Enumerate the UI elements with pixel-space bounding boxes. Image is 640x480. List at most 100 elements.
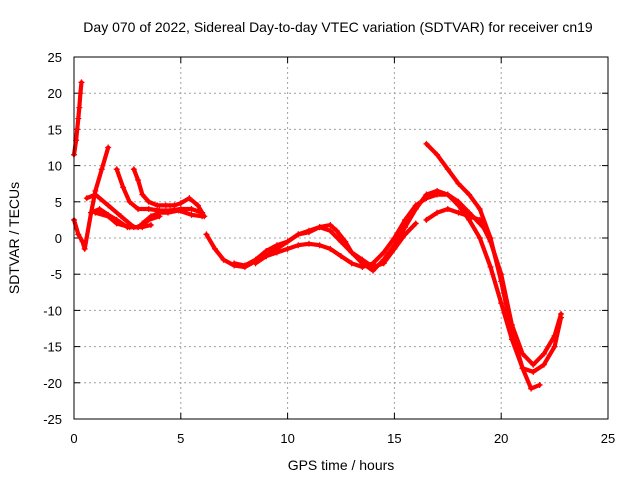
data-point-marker: [171, 202, 178, 209]
data-point-marker: [444, 206, 451, 213]
data-point-marker: [434, 187, 441, 194]
data-point-marker: [154, 202, 161, 209]
data-point-marker: [327, 245, 334, 252]
data-point-marker: [370, 263, 377, 270]
data-point-marker: [359, 256, 366, 263]
data-point-marker: [252, 260, 259, 267]
series-track-13: [423, 206, 565, 368]
data-point-marker: [78, 79, 85, 86]
data-point-marker: [498, 300, 505, 307]
data-point-marker: [76, 104, 83, 111]
series-trace: [114, 167, 205, 215]
data-point-marker: [139, 191, 146, 198]
data-point-marker: [540, 350, 547, 357]
data-point-marker: [199, 213, 206, 220]
y-tick-label: 5: [55, 195, 62, 210]
data-point-marker: [130, 166, 137, 173]
data-point-marker: [476, 235, 483, 241]
data-point-marker: [88, 209, 95, 216]
data-point-marker: [77, 90, 84, 97]
data-point-marker: [177, 200, 184, 207]
x-tick-label: 20: [494, 431, 508, 446]
data-point-marker: [476, 206, 483, 213]
data-point-marker: [412, 206, 419, 213]
data-point-marker: [105, 211, 112, 218]
data-point-marker: [423, 140, 430, 147]
data-point-marker: [551, 343, 558, 350]
y-axis-title: SDTVAR / TECUs: [6, 182, 22, 294]
data-point-marker: [241, 262, 248, 269]
data-point-marker: [476, 216, 483, 223]
series-track-11: [252, 220, 419, 270]
data-point-marker: [203, 231, 210, 238]
data-point-marker: [380, 260, 387, 267]
series-trace: [424, 141, 542, 391]
data-point-marker: [487, 238, 494, 245]
data-point-marker: [402, 224, 409, 231]
data-point-marker: [305, 229, 312, 236]
series-trace: [71, 145, 111, 251]
data-point-marker: [156, 213, 163, 220]
data-point-marker: [105, 144, 112, 151]
data-point-marker: [295, 242, 302, 249]
data-point-marker: [211, 245, 218, 252]
data-point-marker: [455, 209, 462, 216]
data-point-marker: [79, 238, 86, 245]
data-point-marker: [135, 224, 142, 231]
data-point-marker: [92, 191, 99, 198]
data-point-marker: [348, 249, 355, 256]
series-track-5: [113, 166, 206, 216]
series-track-1: [71, 79, 85, 158]
chart-title: Day 070 of 2022, Sidereal Day-to-day VTE…: [83, 19, 593, 35]
data-point-marker: [540, 361, 547, 368]
data-point-marker: [530, 368, 537, 375]
data-point-marker: [295, 231, 302, 238]
data-point-marker: [263, 253, 270, 260]
data-point-marker: [327, 227, 334, 234]
data-point-marker: [508, 321, 515, 328]
data-point-marker: [117, 213, 124, 220]
y-tick-label: -25: [43, 412, 62, 427]
data-point-marker: [519, 365, 526, 372]
x-axis-title: GPS time / hours: [288, 457, 395, 473]
data-point-marker: [342, 238, 349, 245]
y-tick-label: -5: [50, 267, 62, 282]
x-tick-label: 5: [177, 431, 184, 446]
data-point-marker: [333, 227, 340, 234]
y-tick-label: 15: [48, 122, 62, 137]
data-point-marker: [175, 207, 182, 214]
series-trace: [424, 206, 564, 367]
data-point-marker: [519, 350, 526, 357]
data-point-marker: [391, 245, 398, 252]
data-point-marker: [444, 166, 451, 173]
data-point-marker: [434, 151, 441, 158]
series-trace: [88, 206, 162, 230]
data-point-marker: [487, 263, 494, 270]
data-point-marker: [113, 166, 120, 173]
data-point-marker: [327, 221, 334, 228]
data-point-marker: [455, 180, 462, 187]
data-point-marker: [135, 206, 142, 213]
data-point-marker: [145, 216, 152, 223]
data-point-marker: [536, 381, 543, 388]
data-point-marker: [75, 231, 82, 238]
axis-ticks: 0 5 10 15 20 25 -25 -20 -15 -10 -5 0 5 10 15 20 25: [43, 50, 615, 446]
data-point-marker: [162, 202, 169, 209]
data-point-marker: [194, 202, 201, 209]
data-point-marker: [145, 206, 152, 213]
data-point-marker: [231, 260, 238, 267]
data-point-marker: [455, 202, 462, 209]
data-point-marker: [284, 238, 291, 245]
data-point-marker: [402, 231, 409, 238]
data-point-marker: [412, 220, 419, 227]
data-point-marker: [423, 216, 430, 223]
y-tick-label: 25: [48, 50, 62, 65]
data-point-marker: [316, 242, 323, 249]
plot-area: [71, 79, 565, 392]
data-point-marker: [220, 256, 227, 263]
data-point-marker: [188, 211, 195, 218]
data-point-marker: [338, 253, 344, 260]
series-trace: [232, 188, 564, 374]
data-point-marker: [380, 249, 387, 256]
data-point-marker: [423, 191, 430, 198]
